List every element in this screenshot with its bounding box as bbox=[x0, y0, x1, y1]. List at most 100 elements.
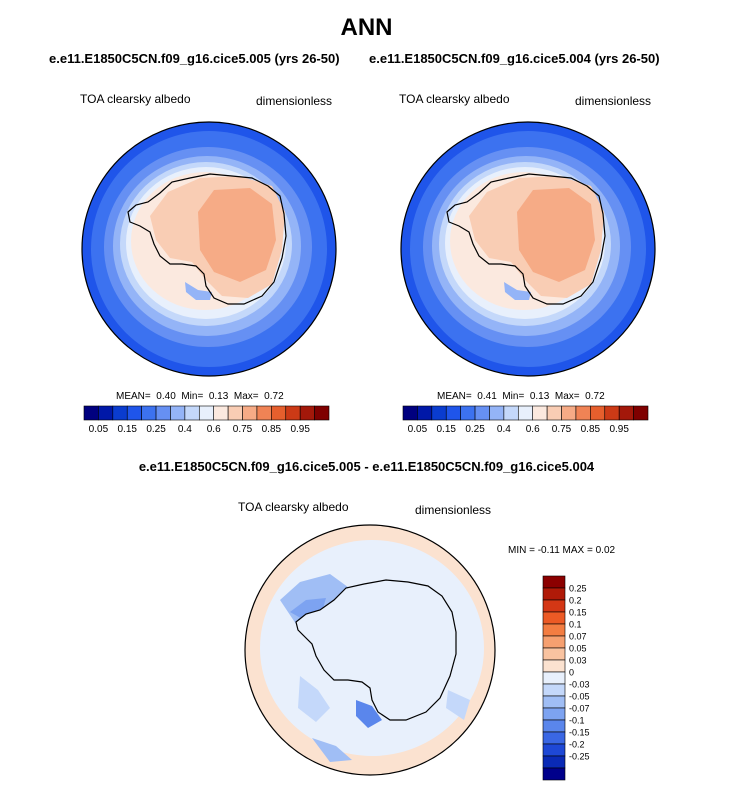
colorbar-tick-label: 0.75 bbox=[233, 424, 253, 435]
colorbar-swatch bbox=[542, 647, 566, 661]
colorbar-swatch bbox=[126, 405, 142, 421]
colorbar-swatch bbox=[542, 659, 566, 673]
colorbar-swatch bbox=[532, 405, 548, 421]
colorbar-tick-label: 0.4 bbox=[178, 424, 192, 435]
colorbar-swatch bbox=[542, 623, 566, 637]
right-mean-label: MEAN= bbox=[437, 391, 472, 402]
left-panel-stats: MEAN= 0.40 Min= 0.13 Max= 0.72 bbox=[116, 391, 284, 402]
left-colorbar: 0.05 0.15 0.25 0.4 0.6 0.75 0.85 0.95 bbox=[83, 405, 330, 435]
colorbar-swatch bbox=[618, 405, 634, 421]
colorbar-tick-label: 0.05 bbox=[89, 424, 109, 435]
colorbar-swatch bbox=[83, 405, 99, 421]
colorbar-tick-label: -0.2 bbox=[569, 740, 585, 750]
colorbar-tick-label: -0.1 bbox=[569, 716, 585, 726]
diff-panel-units-label: dimensionless bbox=[415, 503, 492, 517]
colorbar-tick-label: 0.25 bbox=[569, 584, 587, 594]
difference-title: e.e11.E1850C5CN.f09_g16.cice5.005 - e.e1… bbox=[138, 459, 595, 474]
colorbar-swatch bbox=[542, 683, 566, 697]
colorbar-swatch bbox=[271, 405, 287, 421]
colorbar-swatch bbox=[112, 405, 128, 421]
colorbar-swatch bbox=[546, 405, 562, 421]
colorbar-swatch bbox=[417, 405, 433, 421]
antarctica-coastline bbox=[127, 173, 287, 305]
colorbar-swatch bbox=[314, 405, 330, 421]
contour-0.75-plateau bbox=[198, 188, 276, 282]
colorbar-swatch bbox=[503, 405, 519, 421]
difference-colorbar: 0.25 0.2 0.15 0.1 0.07 0.05 0.03 0 -0.03 -0.05 -0.… bbox=[542, 575, 590, 781]
colorbar-tick-label: 0.1 bbox=[569, 620, 582, 630]
left-min-label: Min= bbox=[181, 391, 204, 402]
colorbar-swatch bbox=[184, 405, 200, 421]
map-boundary bbox=[81, 121, 337, 377]
colorbar-swatch bbox=[198, 405, 215, 421]
colorbar-swatch bbox=[256, 405, 272, 421]
left-min-value: 0.13 bbox=[208, 391, 229, 402]
colorbar-tick-label: 0.6 bbox=[207, 424, 221, 435]
colorbar-swatch bbox=[542, 635, 566, 649]
colorbar-tick-label: 0.15 bbox=[569, 608, 587, 618]
map-boundary bbox=[400, 121, 656, 377]
colorbar-tick-label: 0.75 bbox=[552, 424, 572, 435]
colorbar-tick-label: 0.05 bbox=[408, 424, 428, 435]
colorbar-swatch bbox=[213, 405, 229, 421]
colorbar-swatch bbox=[575, 405, 591, 421]
page-title: ANN bbox=[340, 14, 393, 41]
right-max-label: Max= bbox=[554, 391, 580, 402]
right-panel-stats: MEAN= 0.41 Min= 0.13 Max= 0.72 bbox=[437, 391, 605, 402]
left-max-label: Max= bbox=[233, 391, 259, 402]
left-map bbox=[81, 121, 337, 377]
right-panel-case-title: e.e11.E1850C5CN.f09_g16.cice5.004 (yrs 2… bbox=[369, 51, 660, 66]
colorbar-tick-label: -0.15 bbox=[569, 728, 590, 738]
colorbar-swatch bbox=[542, 587, 566, 601]
colorbar-swatch bbox=[155, 405, 171, 421]
colorbar-swatch bbox=[474, 405, 490, 421]
colorbar-swatch bbox=[227, 405, 243, 421]
colorbar-swatch bbox=[542, 767, 566, 781]
left-panel-units-label: dimensionless bbox=[256, 94, 333, 108]
colorbar-swatch bbox=[460, 405, 476, 421]
right-map bbox=[400, 121, 656, 377]
diff-panel-variable-label: TOA clearsky albedo bbox=[238, 500, 349, 514]
colorbar-tick-label: -0.05 bbox=[569, 692, 590, 702]
colorbar-swatch bbox=[542, 719, 566, 733]
right-max-value: 0.72 bbox=[585, 391, 605, 402]
left-panel-variable-label: TOA clearsky albedo bbox=[80, 92, 191, 106]
right-panel-units-label: dimensionless bbox=[575, 94, 652, 108]
colorbar-tick-label: -0.07 bbox=[569, 704, 590, 714]
colorbar-tick-label: 0.25 bbox=[465, 424, 485, 435]
colorbar-swatch bbox=[285, 405, 301, 421]
colorbar-swatch bbox=[431, 405, 447, 421]
colorbar-swatch bbox=[402, 405, 418, 421]
colorbar-swatch bbox=[299, 405, 315, 421]
colorbar-tick-label: -0.03 bbox=[569, 680, 590, 690]
colorbar-swatch bbox=[170, 405, 186, 421]
colorbar-tick-label: 0.07 bbox=[569, 632, 587, 642]
colorbar-swatch bbox=[445, 405, 461, 421]
colorbar-tick-label: 0.85 bbox=[581, 424, 601, 435]
colorbar-swatch bbox=[542, 755, 566, 769]
colorbar-swatch bbox=[542, 731, 566, 745]
colorbar-swatch bbox=[542, 575, 566, 589]
colorbar-swatch bbox=[542, 611, 566, 625]
right-min-value: 0.13 bbox=[529, 391, 550, 402]
colorbar-swatch bbox=[141, 405, 157, 421]
colorbar-swatch bbox=[604, 405, 620, 421]
right-min-label: Min= bbox=[502, 391, 525, 402]
colorbar-swatch bbox=[633, 405, 649, 421]
colorbar-swatch bbox=[98, 405, 114, 421]
colorbar-swatch bbox=[542, 707, 566, 721]
colorbar-swatch bbox=[590, 405, 606, 421]
embayment-sea-ice bbox=[185, 282, 212, 300]
colorbar-swatch bbox=[242, 405, 258, 421]
colorbar-tick-label: 0.6 bbox=[526, 424, 540, 435]
colorbar-tick-label: 0 bbox=[569, 668, 574, 678]
negative-patch bbox=[356, 700, 382, 728]
left-mean-value: 0.40 bbox=[156, 391, 176, 402]
left-mean-label: MEAN= bbox=[116, 391, 151, 402]
diff-minmax-text: MIN = -0.11 MAX = 0.02 bbox=[508, 545, 616, 556]
left-panel-case-title: e.e11.E1850C5CN.f09_g16.cice5.005 (yrs 2… bbox=[49, 51, 340, 66]
negative-patch bbox=[290, 598, 326, 620]
embayment-sea-ice bbox=[504, 282, 531, 300]
colorbar-tick-label: 0.2 bbox=[569, 596, 582, 606]
